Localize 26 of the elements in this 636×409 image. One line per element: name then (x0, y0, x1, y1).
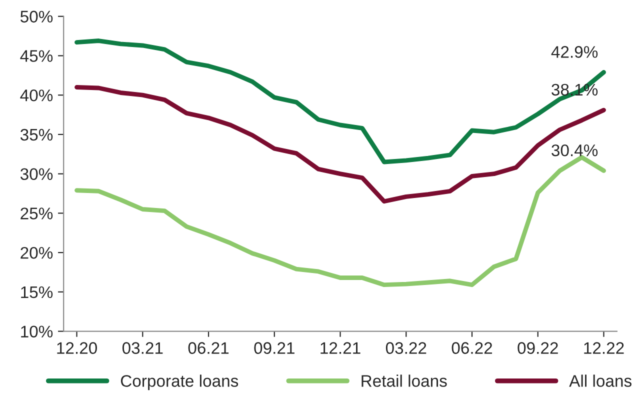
x-tick-label: 12.20 (57, 342, 97, 354)
legend-label: All loans (569, 374, 632, 387)
y-tick-label: 35% (20, 128, 53, 141)
y-tick-label: 45% (20, 50, 53, 62)
x-tick-label: 06.21 (188, 342, 229, 354)
x-tick-label: 06.22 (452, 342, 492, 354)
legend-label: Corporate loans (120, 374, 238, 390)
line-series (74, 84, 606, 204)
x-tick-label: 09.22 (518, 342, 558, 354)
y-tick-label: 10% (21, 326, 53, 338)
x-tick-label: 03.21 (122, 342, 163, 354)
x-tick-label: 03.22 (386, 342, 426, 354)
y-tick-label: 20% (20, 246, 53, 259)
annotation: 42.9% (551, 46, 598, 58)
line-series (74, 38, 606, 164)
x-tick-label: 09.21 (254, 342, 294, 354)
y-tick-label: 40% (20, 89, 53, 102)
x-tick-label: 12.21 (320, 342, 360, 354)
x-tick-label: 12.22 (584, 342, 624, 354)
y-tick-label: 50% (20, 10, 53, 23)
y-tick-label: 15% (21, 286, 53, 298)
line-series (74, 155, 606, 288)
annotation: 30.4% (552, 144, 598, 156)
y-tick-label: 30% (20, 168, 53, 180)
y-tick-label: 25% (20, 208, 53, 220)
legend-label: Retail loans (362, 374, 447, 387)
